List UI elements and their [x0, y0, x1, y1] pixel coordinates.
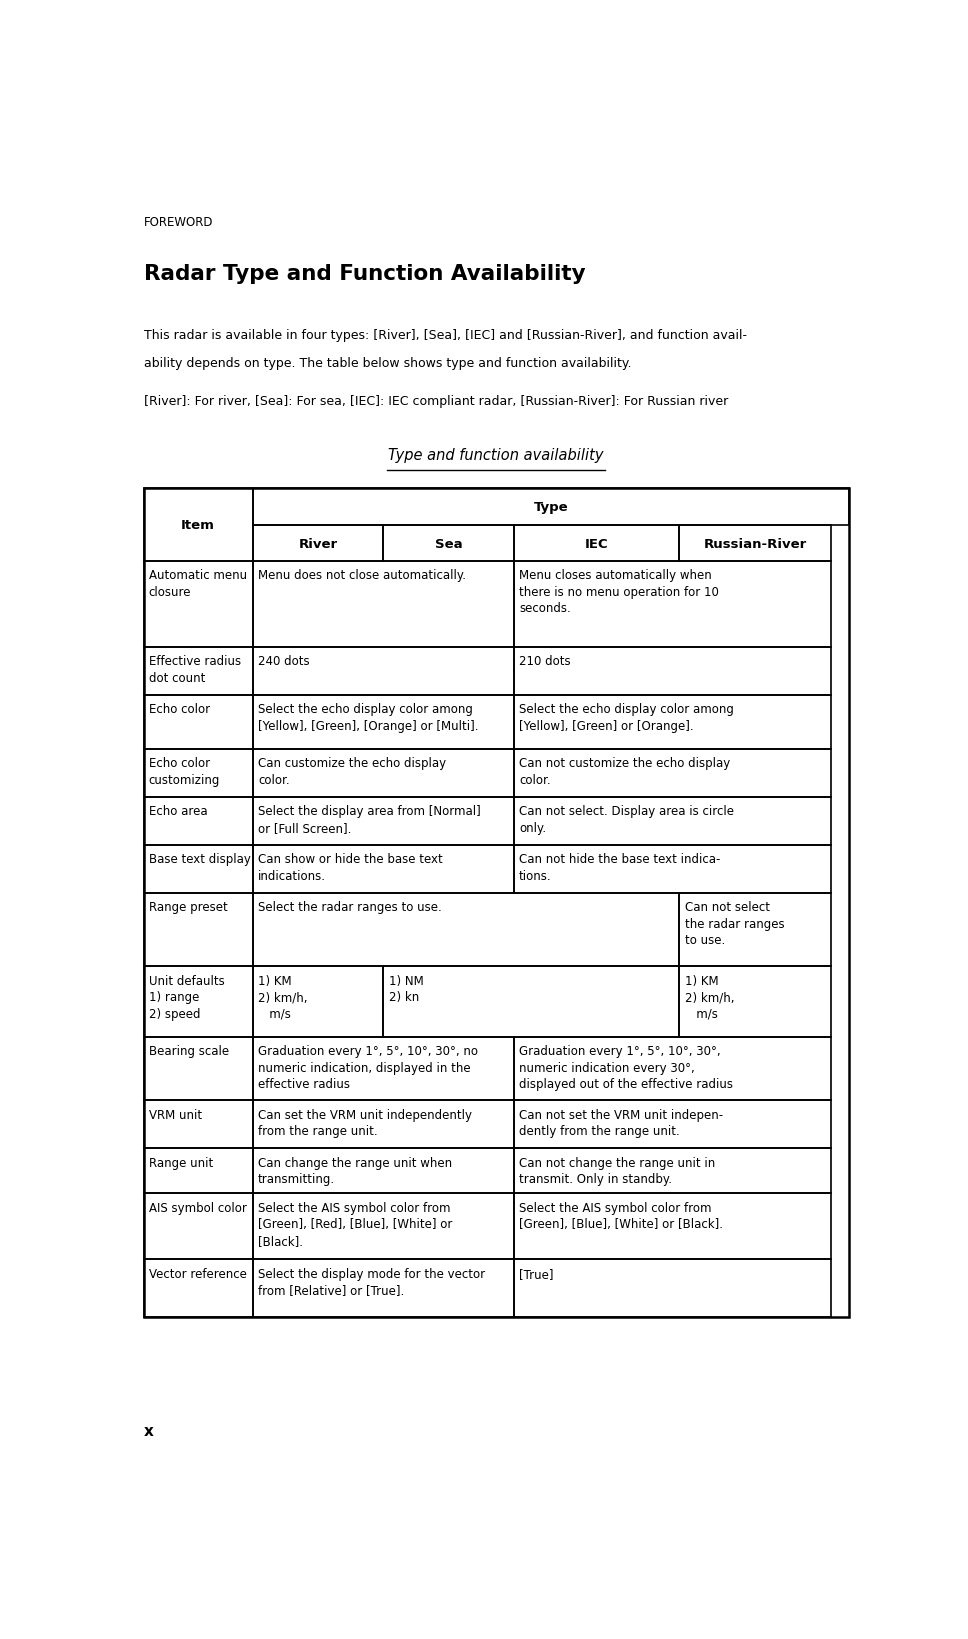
Text: Select the display mode for the vector
from [Relative] or [True].: Select the display mode for the vector f… — [258, 1267, 485, 1296]
Text: Automatic menu
closure: Automatic menu closure — [149, 569, 247, 598]
Text: Can not hide the base text indica-
tions.: Can not hide the base text indica- tions… — [519, 852, 720, 882]
Text: This radar is available in four types: [River], [Sea], [IEC] and [Russian-River]: This radar is available in four types: [… — [143, 329, 746, 343]
Text: Range preset: Range preset — [149, 901, 227, 915]
Text: Range unit: Range unit — [149, 1155, 213, 1169]
Text: [River]: For river, [Sea]: For sea, [IEC]: IEC compliant radar, [Russian-River]:: [River]: For river, [Sea]: For sea, [IEC… — [143, 395, 728, 408]
Text: Can not select
the radar ranges
to use.: Can not select the radar ranges to use. — [684, 901, 784, 947]
Text: River: River — [298, 538, 338, 551]
Text: IEC: IEC — [585, 538, 609, 551]
Text: Radar Type and Function Availability: Radar Type and Function Availability — [143, 264, 585, 284]
Text: 210 dots: 210 dots — [519, 656, 570, 667]
Text: Vector reference: Vector reference — [149, 1267, 247, 1280]
Text: Base text display: Base text display — [149, 852, 251, 865]
Text: Graduation every 1°, 5°, 10°, 30°,
numeric indication every 30°,
displayed out o: Graduation every 1°, 5°, 10°, 30°, numer… — [519, 1044, 733, 1090]
Text: Unit defaults
1) range
2) speed: Unit defaults 1) range 2) speed — [149, 974, 225, 1019]
Text: Can not change the range unit in
transmit. Only in standby.: Can not change the range unit in transmi… — [519, 1155, 715, 1185]
Text: Can customize the echo display
color.: Can customize the echo display color. — [258, 757, 446, 787]
Text: x: x — [143, 1424, 153, 1439]
Text: Type and function availability: Type and function availability — [388, 447, 604, 462]
Text: 1) NM
2) kn: 1) NM 2) kn — [388, 974, 423, 1003]
Text: Can change the range unit when
transmitting.: Can change the range unit when transmitt… — [258, 1155, 452, 1185]
Text: Effective radius
dot count: Effective radius dot count — [149, 656, 241, 683]
Text: Russian-River: Russian-River — [704, 538, 807, 551]
Text: Can not select. Display area is circle
only.: Can not select. Display area is circle o… — [519, 805, 734, 834]
Text: Select the AIS symbol color from
[Green], [Blue], [White] or [Black].: Select the AIS symbol color from [Green]… — [519, 1201, 723, 1231]
Text: Select the AIS symbol color from
[Green], [Red], [Blue], [White] or
[Black].: Select the AIS symbol color from [Green]… — [258, 1201, 452, 1247]
Text: VRM unit: VRM unit — [149, 1108, 202, 1121]
Text: Menu closes automatically when
there is no menu operation for 10
seconds.: Menu closes automatically when there is … — [519, 569, 719, 615]
Text: Echo area: Echo area — [149, 805, 207, 818]
Text: [True]: [True] — [519, 1267, 554, 1280]
Text: Can show or hide the base text
indications.: Can show or hide the base text indicatio… — [258, 852, 442, 882]
Text: AIS symbol color: AIS symbol color — [149, 1201, 247, 1214]
Text: Menu does not close automatically.: Menu does not close automatically. — [258, 569, 466, 582]
Text: Echo color
customizing: Echo color customizing — [149, 757, 220, 787]
Text: Select the display area from [Normal]
or [Full Screen].: Select the display area from [Normal] or… — [258, 805, 481, 834]
Text: Can not set the VRM unit indepen-
dently from the range unit.: Can not set the VRM unit indepen- dently… — [519, 1108, 723, 1137]
Text: Item: Item — [181, 518, 215, 531]
Text: Graduation every 1°, 5°, 10°, 30°, no
numeric indication, displayed in the
effec: Graduation every 1°, 5°, 10°, 30°, no nu… — [258, 1044, 478, 1090]
Text: ability depends on type. The table below shows type and function availability.: ability depends on type. The table below… — [143, 357, 631, 370]
Text: 1) KM
2) km/h,
   m/s: 1) KM 2) km/h, m/s — [684, 974, 734, 1019]
Text: FOREWORD: FOREWORD — [143, 216, 213, 228]
Text: Echo color: Echo color — [149, 703, 210, 716]
Text: Sea: Sea — [435, 538, 463, 551]
Text: Select the echo display color among
[Yellow], [Green] or [Orange].: Select the echo display color among [Yel… — [519, 703, 734, 733]
Text: Select the radar ranges to use.: Select the radar ranges to use. — [258, 901, 441, 915]
Text: 240 dots: 240 dots — [258, 656, 310, 667]
Text: Bearing scale: Bearing scale — [149, 1044, 228, 1057]
Text: Can set the VRM unit independently
from the range unit.: Can set the VRM unit independently from … — [258, 1108, 472, 1137]
Text: Can not customize the echo display
color.: Can not customize the echo display color… — [519, 757, 730, 787]
Text: Select the echo display color among
[Yellow], [Green], [Orange] or [Multi].: Select the echo display color among [Yel… — [258, 703, 478, 733]
Text: Type: Type — [533, 500, 568, 513]
Text: 1) KM
2) km/h,
   m/s: 1) KM 2) km/h, m/s — [258, 974, 308, 1019]
